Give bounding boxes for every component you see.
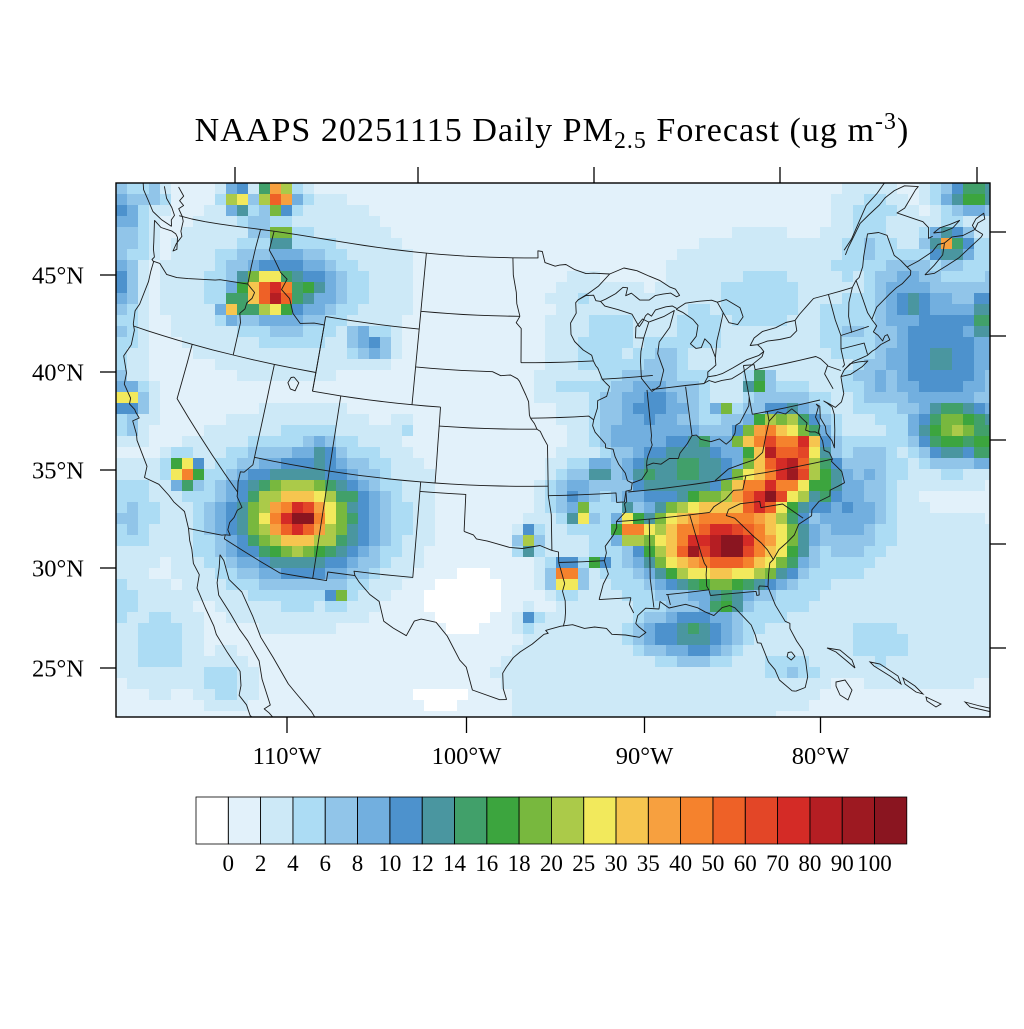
svg-text:14: 14 [443,851,467,876]
svg-text:80°W: 80°W [792,743,850,770]
svg-text:2: 2 [255,851,267,876]
svg-text:16: 16 [475,851,498,876]
svg-text:35: 35 [637,851,660,876]
svg-text:110°W: 110°W [253,743,323,770]
svg-text:70: 70 [766,851,789,876]
svg-text:40°N: 40°N [32,360,84,387]
svg-text:0: 0 [223,851,235,876]
svg-text:90: 90 [831,851,854,876]
svg-text:25: 25 [572,851,595,876]
svg-text:45°N: 45°N [32,263,84,290]
svg-text:12: 12 [411,851,434,876]
svg-text:100°W: 100°W [432,743,503,770]
svg-text:20: 20 [540,851,563,876]
svg-text:18: 18 [508,851,531,876]
svg-text:6: 6 [319,851,331,876]
svg-text:NAAPS 20251115 Daily PM2.5 For: NAAPS 20251115 Daily PM2.5 Forecast (ug … [195,109,910,154]
svg-text:90°W: 90°W [616,743,674,770]
svg-text:80: 80 [798,851,821,876]
svg-text:50: 50 [701,851,724,876]
svg-text:25°N: 25°N [32,656,84,683]
svg-text:40: 40 [669,851,692,876]
svg-text:60: 60 [734,851,757,876]
svg-text:10: 10 [378,851,401,876]
svg-text:30: 30 [605,851,628,876]
svg-text:30°N: 30°N [32,556,84,583]
svg-text:100: 100 [857,851,892,876]
svg-text:35°N: 35°N [32,458,84,485]
svg-text:8: 8 [352,851,364,876]
svg-text:4: 4 [287,851,299,876]
